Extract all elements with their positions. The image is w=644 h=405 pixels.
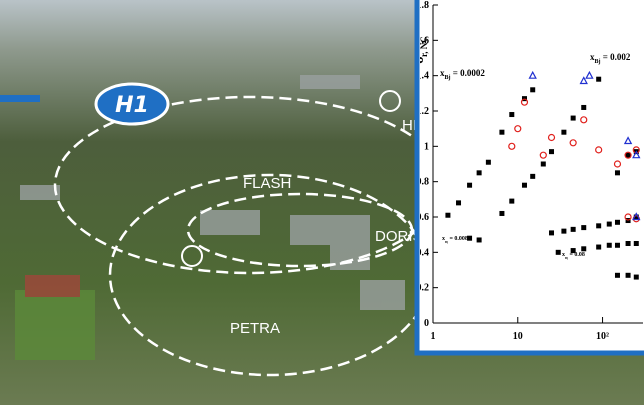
point — [467, 236, 472, 241]
point — [581, 105, 586, 110]
point — [626, 273, 631, 278]
point — [634, 275, 639, 280]
y-tick-label: 0 — [424, 318, 429, 329]
label-part: = 0.0002 — [451, 68, 486, 78]
label-part: r, NC — [419, 36, 429, 57]
point — [522, 183, 527, 188]
label-part: = 0.08 — [568, 252, 585, 258]
label-part: = 0.008 — [448, 236, 468, 242]
point — [615, 243, 620, 248]
point — [571, 227, 576, 232]
point — [615, 170, 620, 175]
point — [445, 213, 450, 218]
point — [626, 241, 631, 246]
point — [615, 273, 620, 278]
point — [541, 162, 546, 167]
point — [615, 220, 620, 225]
label-part: = 0.002 — [601, 52, 631, 62]
point — [509, 112, 514, 117]
point — [561, 130, 566, 135]
point — [530, 174, 535, 179]
point — [596, 77, 601, 82]
point — [456, 200, 461, 205]
point — [549, 149, 554, 154]
point — [467, 183, 472, 188]
logo-text: H1 — [115, 93, 149, 118]
point — [596, 245, 601, 250]
h1-logo: H1 — [96, 84, 168, 124]
x-tick-label: 10² — [596, 331, 609, 342]
point — [607, 222, 612, 227]
point — [486, 160, 491, 165]
point — [499, 130, 504, 135]
point — [607, 243, 612, 248]
point — [477, 237, 482, 242]
point — [556, 250, 561, 255]
point — [477, 170, 482, 175]
slide: HERA FLASH DORIS PETRA H1 00.20.40.60.81… — [0, 0, 644, 405]
point — [549, 230, 554, 235]
ring-label: FLASH — [243, 175, 291, 192]
x-tick-label: 10 — [513, 331, 523, 342]
point — [571, 248, 576, 253]
point — [581, 246, 586, 251]
point — [581, 225, 586, 230]
point — [596, 223, 601, 228]
y-tick-label: 1 — [424, 141, 429, 152]
point — [530, 87, 535, 92]
point — [571, 116, 576, 121]
x-tick-label: 1 — [431, 331, 436, 342]
point — [634, 241, 639, 246]
point — [561, 229, 566, 234]
accent-bar — [0, 95, 40, 102]
point — [509, 199, 514, 204]
ring-label: PETRA — [230, 320, 280, 337]
point — [499, 211, 504, 216]
